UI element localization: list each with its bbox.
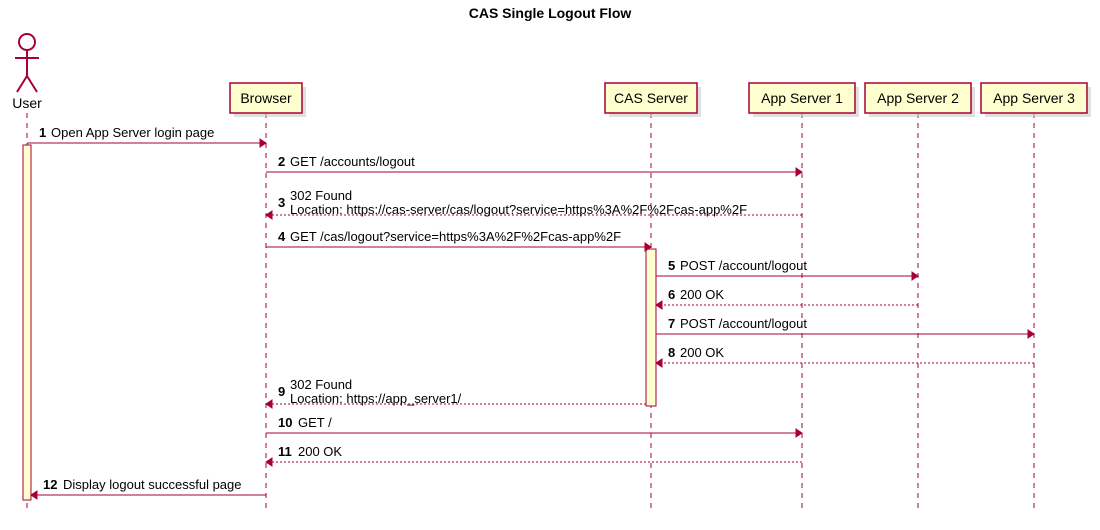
message-number: 1	[39, 125, 46, 140]
message-number: 5	[668, 258, 675, 273]
message-12: 12 Display logout successful page	[31, 477, 266, 499]
actor-leg-l	[17, 76, 27, 92]
message-9: 9 302 FoundLocation: https://app_server1/	[266, 377, 646, 408]
activation-cas	[646, 249, 656, 406]
message-number: 10	[278, 415, 292, 430]
arrowhead-icon	[266, 458, 272, 466]
message-number: 12	[43, 477, 57, 492]
message-label: 200 OK	[680, 287, 724, 302]
participant-label-cas: CAS Server	[614, 90, 688, 106]
actor-label: User	[12, 95, 42, 111]
message-number: 9	[278, 384, 285, 399]
participant-label-app3: App Server 3	[993, 90, 1075, 106]
message-number: 11	[278, 444, 292, 459]
arrowhead-icon	[912, 272, 918, 280]
message-label-line: 302 Found	[290, 188, 352, 203]
message-label: Display logout successful page	[63, 477, 242, 492]
sequence-diagram: CAS Single Logout Flow User Browser CAS Se…	[0, 0, 1100, 530]
message-label-line: Location: https://cas-server/cas/logout?…	[290, 202, 747, 217]
diagram-title: CAS Single Logout Flow	[469, 5, 632, 21]
message-1: 1 Open App Server login page	[27, 125, 266, 147]
participant-label-app2: App Server 2	[877, 90, 959, 106]
message-label: 200 OK	[298, 444, 342, 459]
message-label: POST /account/logout	[680, 316, 807, 331]
arrowhead-icon	[260, 139, 266, 147]
message-4: 4 GET /cas/logout?service=https%3A%2F%2Fc…	[266, 229, 651, 251]
arrowhead-icon	[31, 491, 37, 499]
message-label: Open App Server login page	[51, 125, 214, 140]
arrowhead-icon	[656, 301, 662, 309]
message-5: 5 POST /account/logout	[656, 258, 918, 280]
arrowhead-icon	[796, 429, 802, 437]
message-number: 6	[668, 287, 675, 302]
arrowhead-icon	[796, 168, 802, 176]
arrowhead-icon	[266, 400, 272, 408]
message-8: 8 200 OK	[656, 345, 1034, 367]
message-number: 4	[278, 229, 286, 244]
message-10: 10 GET /	[266, 415, 802, 437]
arrowhead-icon	[656, 359, 662, 367]
message-number: 2	[278, 154, 285, 169]
message-3: 3 302 FoundLocation: https://cas-server/c…	[266, 188, 802, 219]
message-7: 7 POST /account/logout	[656, 316, 1034, 338]
participant-label-app1: App Server 1	[761, 90, 843, 106]
arrowhead-icon	[266, 211, 272, 219]
message-number: 8	[668, 345, 675, 360]
message-2: 2 GET /accounts/logout	[266, 154, 802, 176]
message-label: POST /account/logout	[680, 258, 807, 273]
message-label: GET /cas/logout?service=https%3A%2F%2Fca…	[290, 229, 621, 244]
message-label: GET /	[298, 415, 332, 430]
message-label: GET /accounts/logout	[290, 154, 415, 169]
participant-label-browser: Browser	[240, 90, 292, 106]
message-label-line: Location: https://app_server1/	[290, 391, 462, 406]
message-label: 200 OK	[680, 345, 724, 360]
message-11: 11 200 OK	[266, 444, 802, 466]
activation-user	[23, 145, 31, 500]
message-label-line: 302 Found	[290, 377, 352, 392]
actor-head-icon	[19, 34, 35, 50]
arrowhead-icon	[1028, 330, 1034, 338]
message-number: 3	[278, 195, 285, 210]
actor-leg-r	[27, 76, 37, 92]
message-number: 7	[668, 316, 675, 331]
message-6: 6 200 OK	[656, 287, 918, 309]
